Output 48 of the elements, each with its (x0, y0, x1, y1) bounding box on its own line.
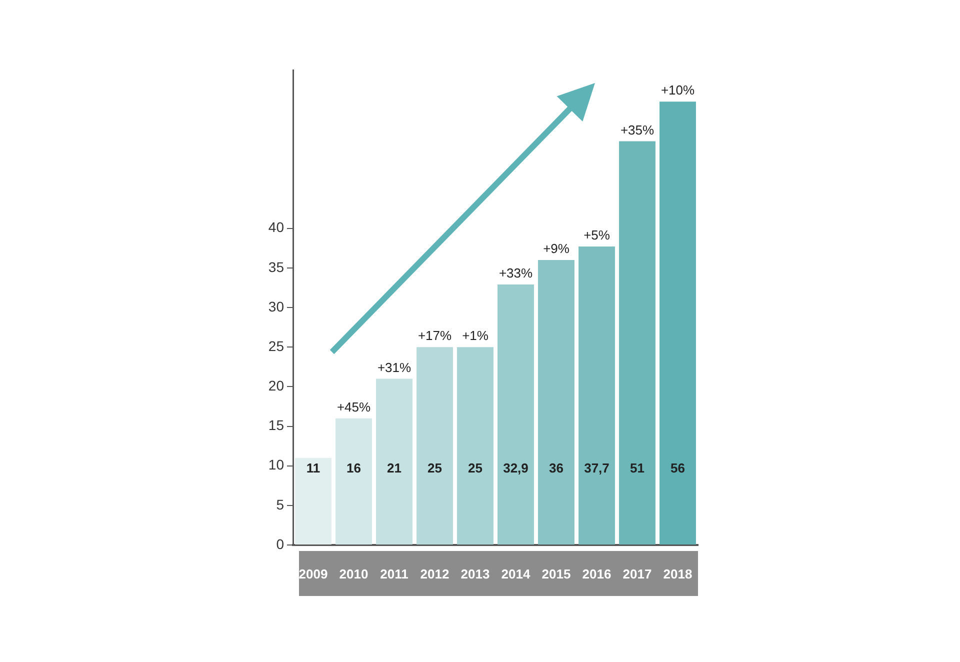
x-tick-label: 2012 (420, 566, 450, 582)
x-tick-label: 2016 (582, 566, 612, 582)
annotation: +33% (498, 266, 533, 281)
x-tick-label: 2014 (501, 566, 531, 582)
bar (457, 347, 494, 544)
y-tick-label: 10 (268, 456, 284, 473)
data-label: 51 (630, 460, 644, 476)
y-tick-label: 0 (276, 536, 284, 552)
bar (416, 347, 453, 544)
x-tick-label: 2013 (460, 566, 490, 582)
bar (376, 378, 412, 544)
bar (295, 458, 332, 544)
data-label: 37,7 (584, 460, 610, 476)
data-label: 32,9 (503, 460, 528, 476)
x-tick-label: 2010 (339, 566, 368, 582)
x-tick-label: 2018 (663, 566, 692, 582)
data-label: 11 (306, 460, 320, 476)
x-tick-label: 2011 (380, 566, 408, 582)
annotation: +5% (584, 228, 610, 243)
data-label: 36 (549, 460, 564, 476)
data-label: 56 (670, 460, 685, 476)
data-label: 16 (346, 460, 361, 476)
bar (498, 284, 534, 544)
bar (538, 260, 574, 544)
y-tick-label: 25 (268, 338, 284, 354)
bar (619, 141, 656, 544)
y-tick-label: 30 (268, 298, 284, 314)
bar (336, 418, 372, 544)
annotation: +35% (620, 122, 654, 138)
data-label: 25 (428, 460, 442, 476)
x-tick-label: 2017 (622, 566, 652, 582)
bar (660, 102, 696, 544)
x-tick-label: 2015 (542, 566, 571, 582)
annotation: +31% (377, 360, 412, 375)
y-tick-label: 40 (268, 219, 284, 236)
y-tick-label: 5 (276, 496, 284, 512)
annotation: +10% (660, 82, 695, 98)
bar (578, 246, 615, 544)
y-tick-label: 35 (268, 258, 284, 275)
data-label: 21 (387, 460, 402, 476)
x-tick-label: 2009 (298, 566, 328, 582)
y-tick-label: 15 (268, 417, 284, 434)
annotation: +9% (543, 241, 570, 256)
annotation: +45% (336, 399, 371, 414)
y-tick-label: 20 (268, 378, 284, 394)
annotation: +1% (462, 328, 489, 344)
data-label: 25 (468, 460, 482, 476)
annotation: +17% (418, 328, 452, 344)
